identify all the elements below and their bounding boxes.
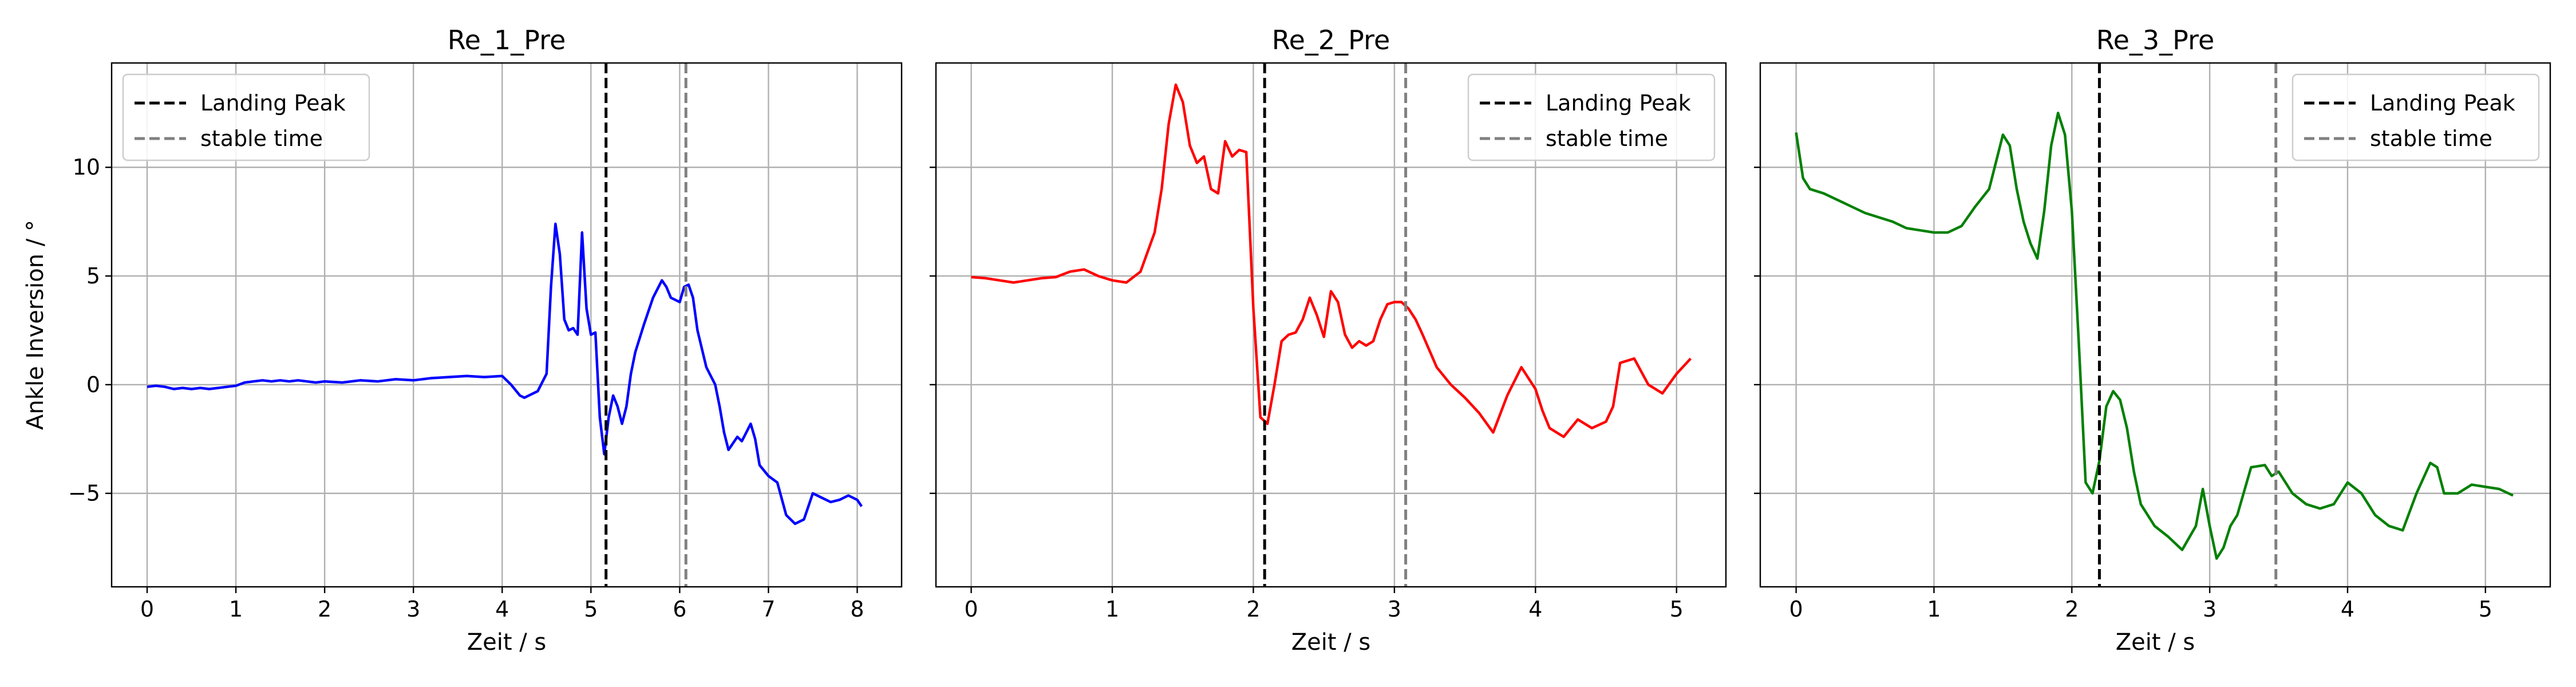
x-tick-label: 5 [584,597,598,622]
x-tick-label: 1 [1105,597,1119,622]
y-tick-label: −5 [68,481,100,506]
legend: Landing Peak stable time [1467,73,1716,161]
y-tick-label: 5 [86,263,100,289]
x-tick-label: 7 [761,597,775,622]
x-tick-label: 4 [2341,597,2354,622]
x-axis-label: Zeit / s [2116,629,2195,656]
chart-title: Re_2_Pre [1272,25,1390,56]
legend: Landing Peak stable time [122,73,370,161]
axes-frame [935,62,1727,588]
x-tick-label: 3 [1388,597,1401,622]
x-tick-label: 2 [2065,597,2079,622]
x-tick-label: 3 [2203,597,2217,622]
x-tick-label: 5 [1670,597,1684,622]
axes-frame [1759,62,2551,588]
x-axis-label: Zeit / s [1291,629,1371,656]
chart-title: Re_1_Pre [448,25,566,56]
legend: Landing Peak stable time [2291,73,2540,161]
legend-stable-time-label: stable time [2370,126,2492,151]
x-tick-label: 2 [1246,597,1260,622]
series-line-1 [971,83,1692,439]
legend-landing-peak-label: Landing Peak [2370,90,2515,116]
x-axis-label: Zeit / s [467,629,547,656]
chart-panel-2: 0 1 2 3 4 5 Re_2_Pre Zeit / s Landing Peak stable… [930,25,1727,656]
legend-landing-peak-label: Landing Peak [1546,90,1691,116]
x-tick-label: 5 [2479,597,2492,622]
x-tick-label: 0 [140,597,154,622]
chart-panel-3: 0 1 2 3 4 5 Re_3_Pre Zeit / s Landing Peak stable… [1754,25,2551,656]
x-tick-label: 4 [1528,597,1542,622]
axes-frame [110,62,903,588]
y-tick-label: 10 [73,155,100,180]
x-tick-label: 1 [229,597,243,622]
x-tick-label: 6 [673,597,686,622]
y-tick-label: 0 [86,372,100,397]
x-tick-label: 2 [318,597,331,622]
x-tick-label: 4 [495,597,509,622]
x-tick-label: 0 [965,597,978,622]
x-tick-label: 0 [1789,597,1803,622]
series-line-1 [1795,112,2514,560]
x-tick-label: 1 [1927,597,1941,622]
y-axis-label: Ankle Inversion / ° [22,220,49,430]
legend-landing-peak-label: Landing Peak [200,90,346,116]
x-tick-label: 3 [406,597,420,622]
x-tick-label: 8 [850,597,864,622]
chart-panel-1: 0 1 2 3 4 5 6 7 8 −5 0 5 10 Re_1_Pre Zeit / s Ankle Inv… [22,25,903,656]
legend-stable-time-label: stable time [200,126,323,151]
chart-title: Re_3_Pre [2096,25,2215,56]
legend-stable-time-label: stable time [1546,126,1668,151]
series-line-1 [147,222,863,526]
